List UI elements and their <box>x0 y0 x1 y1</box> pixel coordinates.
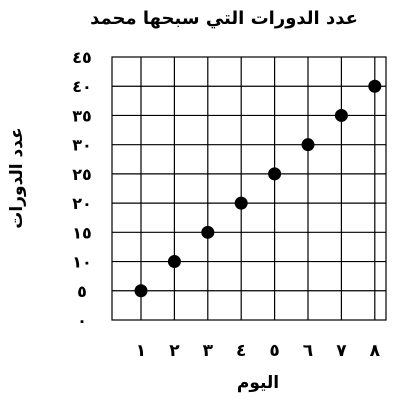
x-tick-label: ٥ <box>269 341 279 361</box>
y-tick-label: ٥ <box>77 282 87 301</box>
y-tick-label: ٠ <box>77 311 87 330</box>
data-point <box>368 79 382 93</box>
chart-title: عدد الدورات التي سبحها محمد <box>90 8 358 29</box>
x-tick-label: ٦ <box>303 341 313 361</box>
x-tick-label: ٣ <box>203 341 214 361</box>
data-point <box>167 255 181 269</box>
data-point <box>334 108 348 122</box>
y-tick-label: ٣٠ <box>72 136 92 155</box>
x-axis-label: اليوم <box>237 373 279 393</box>
data-points <box>134 79 382 298</box>
x-tick-label: ٧ <box>336 341 347 361</box>
x-tick-label: ١ <box>136 341 146 361</box>
grid <box>111 56 387 321</box>
data-point <box>134 284 148 298</box>
plot-frame <box>111 56 387 321</box>
x-tick-label: ٨ <box>370 341 381 361</box>
y-tick-label: ٢٠ <box>72 194 92 213</box>
x-axis-tick-labels: ١ ٢ ٣ ٤ ٥ ٦ ٧ ٨ <box>136 341 381 361</box>
data-point <box>268 167 282 181</box>
y-tick-label: ١٥ <box>72 223 92 242</box>
y-axis-tick-labels: ٠ ٥ ١٠ ١٥ ٢٠ ٢٥ ٣٠ ٣٥ ٤٠ ٤٥ <box>72 48 92 330</box>
data-point <box>301 138 315 152</box>
y-tick-label: ٣٥ <box>72 106 92 125</box>
y-tick-label: ٤٠ <box>72 77 92 96</box>
data-point <box>201 225 215 239</box>
data-point <box>234 196 248 210</box>
x-tick-label: ٢ <box>169 341 180 361</box>
y-tick-label: ٢٥ <box>72 165 92 184</box>
y-tick-label: ١٠ <box>72 253 92 272</box>
y-tick-label: ٤٥ <box>72 48 92 67</box>
x-tick-label: ٤ <box>236 341 246 361</box>
y-axis-label: عدد الدورات <box>7 127 27 228</box>
